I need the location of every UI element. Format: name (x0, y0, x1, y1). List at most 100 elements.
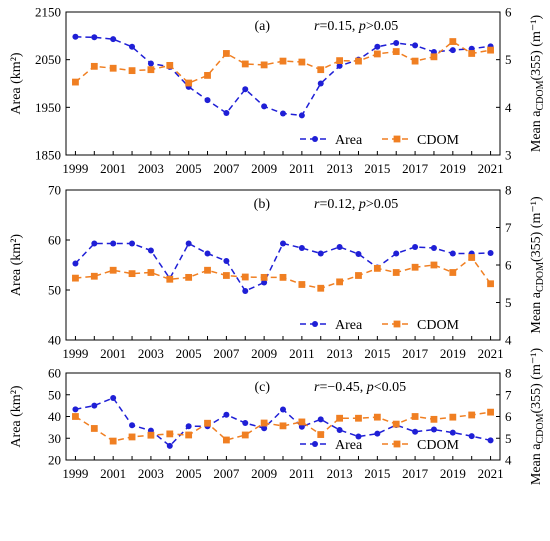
y-axis-label-right: Mean aCDOM(355) (m⁻¹) (529, 348, 546, 486)
panel-b: 40 50 60 70 4 5 6 7 8 1999 2001 2003 2005 2007 2009 201… (9, 183, 546, 362)
data-point-cdom (90, 272, 98, 280)
legend-entry-area: Area (300, 133, 363, 148)
data-point-area (412, 428, 419, 435)
series-line-area (74, 242, 491, 292)
legend-label: CDOM (417, 318, 460, 333)
data-point-cdom (279, 273, 287, 281)
left-tick-label: 50 (48, 387, 61, 402)
data-point-area (166, 442, 173, 449)
x-tick-label: 2019 (440, 346, 466, 361)
annotation-p-label: p (366, 380, 374, 395)
legend-label: Area (335, 438, 363, 453)
data-point-cdom (373, 264, 381, 272)
legend-marker (393, 135, 401, 143)
data-point-area (449, 250, 456, 257)
right-tick-label: 6 (505, 409, 512, 424)
data-point-cdom (298, 418, 306, 426)
correlation-annotation: r=0.15, p>0.05 (314, 19, 398, 34)
data-point-area (317, 250, 324, 257)
data-point-cdom (449, 269, 457, 276)
x-tick-label: 2015 (364, 466, 390, 481)
right-tick-label: 5 (505, 52, 512, 67)
x-tick-label: 2011 (289, 346, 315, 361)
data-point-cdom (260, 419, 268, 427)
data-point-area (374, 430, 381, 437)
series-cdom (72, 254, 494, 292)
data-point-cdom (468, 254, 476, 261)
x-tick-label: 2015 (364, 161, 390, 176)
y-axis-label-right-sub: CDOM (535, 413, 546, 443)
legend-marker (312, 441, 318, 447)
x-tick-label: 2009 (251, 346, 277, 361)
data-point-cdom (72, 274, 79, 282)
data-point-cdom (241, 60, 249, 68)
data-point-cdom (487, 408, 494, 416)
data-point-area (355, 433, 362, 440)
data-point-cdom (392, 420, 400, 428)
data-point-area (223, 411, 230, 418)
annotation-r-value: =−0.45, (319, 380, 366, 395)
data-point-cdom (241, 431, 249, 439)
data-point-cdom (449, 38, 457, 45)
series-line-cdom (75, 256, 492, 290)
data-point-cdom (355, 414, 362, 422)
annotation-p-value: >0.05 (366, 197, 398, 212)
left-tick-label: 2150 (35, 5, 61, 20)
data-point-area (129, 43, 136, 50)
data-point-area (223, 258, 230, 264)
left-tick-label: 70 (48, 183, 61, 198)
right-tick-label: 3 (505, 148, 512, 163)
left-tick-label: 2050 (35, 52, 61, 67)
data-point-cdom (147, 269, 155, 276)
data-point-area (242, 86, 249, 93)
x-tick-label: 2005 (176, 161, 202, 176)
x-tick-label: 2009 (251, 161, 277, 176)
left-tick-label: 1950 (35, 100, 61, 115)
legend-entry-cdom: CDOM (382, 318, 460, 333)
left-tick-label: 60 (48, 366, 61, 381)
data-point-area (91, 34, 98, 41)
data-point-area (223, 110, 230, 117)
data-point-area (449, 47, 456, 54)
data-point-cdom (72, 413, 79, 420)
data-point-cdom (90, 62, 98, 70)
right-tick-label: 6 (505, 5, 512, 20)
data-point-cdom (128, 433, 136, 441)
x-tick-label: 2003 (138, 466, 164, 481)
legend-label: Area (335, 318, 363, 333)
data-point-area (261, 279, 268, 286)
data-point-area (242, 420, 249, 427)
legend-label: CDOM (417, 133, 460, 148)
legend-entry-cdom: CDOM (382, 438, 460, 453)
data-point-area (110, 36, 117, 43)
annotation-r-label: r (314, 19, 320, 34)
data-point-cdom (260, 273, 268, 281)
y-axis-label-right-suffix: (355) (m⁻¹) (529, 348, 544, 414)
data-point-cdom (260, 61, 268, 69)
data-point-area (317, 416, 324, 423)
y-axis-label-right-suffix: (355) (m⁻¹) (529, 15, 544, 81)
data-point-area (185, 240, 192, 247)
data-point-cdom (336, 414, 344, 422)
data-point-cdom (222, 272, 230, 279)
correlation-annotation: r=0.12, p>0.05 (314, 197, 398, 212)
data-point-area (110, 240, 117, 247)
data-point-cdom (222, 50, 230, 57)
right-tick-label: 5 (505, 295, 512, 310)
data-point-cdom (355, 57, 362, 65)
x-tick-label: 2013 (327, 346, 353, 361)
data-point-cdom (468, 411, 476, 419)
data-point-area (110, 395, 117, 402)
series-line-cdom (74, 411, 491, 442)
data-point-cdom (317, 284, 325, 292)
y-axis-label-right-prefix: Mean a (529, 291, 544, 333)
data-point-cdom (392, 269, 400, 276)
panel-label: (b) (254, 197, 271, 212)
y-axis-label-right-suffix: (355) (m⁻¹) (529, 196, 544, 262)
x-tick-label: 1999 (62, 161, 88, 176)
x-tick-label: 2009 (251, 466, 277, 481)
data-point-cdom (72, 78, 79, 86)
data-point-cdom (204, 71, 211, 79)
data-point-area (487, 437, 494, 444)
data-point-cdom (449, 413, 457, 421)
